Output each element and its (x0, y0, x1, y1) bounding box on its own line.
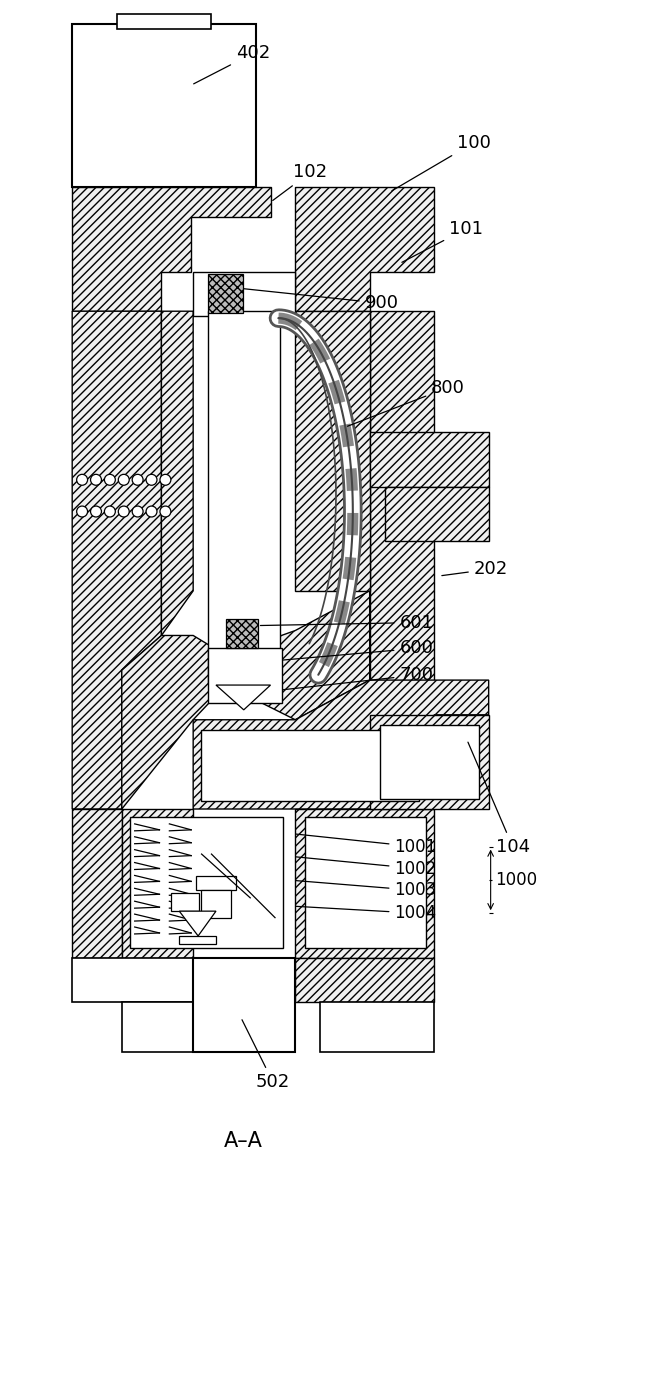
Circle shape (91, 506, 101, 517)
Bar (295, 958, 434, 1003)
Polygon shape (193, 680, 489, 809)
Polygon shape (161, 311, 193, 635)
Text: 600: 600 (283, 639, 434, 660)
Bar (201, 891, 231, 918)
Text: 1001: 1001 (296, 834, 437, 856)
Circle shape (91, 474, 101, 485)
Polygon shape (179, 911, 216, 936)
Text: 104: 104 (468, 743, 530, 856)
Text: 402: 402 (194, 44, 270, 84)
Circle shape (118, 506, 129, 517)
Polygon shape (226, 591, 370, 719)
Polygon shape (216, 685, 271, 709)
Circle shape (160, 474, 171, 485)
Polygon shape (122, 635, 226, 809)
Circle shape (132, 506, 143, 517)
Text: 102: 102 (272, 163, 328, 201)
Bar (208, 311, 280, 683)
Bar (179, 936, 216, 943)
Text: 101: 101 (402, 220, 483, 263)
Bar (320, 1003, 434, 1052)
Bar (380, 725, 479, 799)
Polygon shape (72, 809, 122, 958)
Text: 1003: 1003 (296, 881, 437, 899)
Text: 700: 700 (283, 667, 434, 690)
Text: A–A: A–A (224, 1131, 263, 1151)
Bar (385, 487, 489, 541)
Bar (208, 649, 282, 703)
Polygon shape (370, 311, 434, 809)
Polygon shape (122, 809, 193, 958)
Bar (130, 817, 283, 947)
Bar (193, 958, 295, 1052)
Text: 1002: 1002 (296, 857, 437, 877)
Polygon shape (295, 187, 434, 311)
Text: 1004: 1004 (296, 904, 437, 922)
Bar (208, 274, 243, 313)
Bar (305, 817, 426, 947)
Bar (201, 730, 419, 801)
Circle shape (146, 474, 157, 485)
Text: 900: 900 (243, 289, 398, 313)
Polygon shape (72, 187, 271, 311)
Bar (196, 877, 236, 891)
Circle shape (132, 474, 143, 485)
Text: 800: 800 (347, 379, 465, 426)
Text: 502: 502 (242, 1019, 290, 1091)
Text: 601: 601 (261, 614, 434, 632)
Circle shape (104, 506, 115, 517)
Circle shape (77, 506, 88, 517)
Circle shape (160, 506, 171, 517)
Polygon shape (295, 809, 434, 958)
Text: 100: 100 (392, 134, 491, 191)
Circle shape (118, 474, 129, 485)
Bar (226, 618, 258, 649)
Circle shape (77, 474, 88, 485)
Text: 202: 202 (442, 560, 508, 578)
Circle shape (104, 474, 115, 485)
Bar (171, 893, 199, 911)
Circle shape (146, 506, 157, 517)
Bar (117, 14, 211, 29)
Bar (370, 433, 489, 487)
Bar (122, 1003, 193, 1052)
Bar (370, 715, 489, 809)
Polygon shape (295, 311, 370, 591)
Text: 1000: 1000 (496, 871, 538, 889)
Bar (193, 271, 295, 317)
Polygon shape (72, 311, 161, 809)
Bar (72, 958, 193, 1003)
Bar (72, 24, 256, 187)
